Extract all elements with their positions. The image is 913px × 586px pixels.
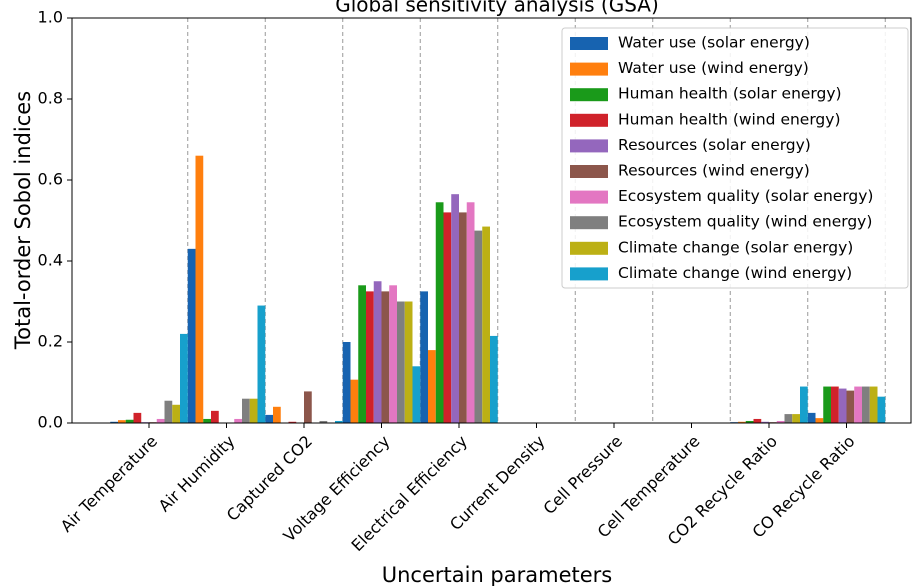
bar	[265, 414, 273, 423]
legend-label: Climate change (wind energy)	[618, 264, 852, 282]
y-tick-label: 0.4	[38, 251, 63, 270]
legend-label: Ecosystem quality (solar energy)	[618, 187, 873, 205]
bar	[342, 342, 351, 423]
bar	[459, 212, 467, 423]
bar	[249, 398, 258, 423]
legend-label: Human health (wind energy)	[618, 110, 841, 128]
legend-box	[561, 27, 909, 289]
bar	[838, 388, 847, 423]
x-tick-label: Air Temperature	[57, 432, 161, 536]
plot-frame	[71, 17, 912, 424]
bar	[815, 418, 824, 423]
bar	[474, 230, 483, 423]
bar	[738, 421, 746, 423]
legend-swatch	[570, 37, 608, 50]
legend-label: Ecosystem quality (wind energy)	[618, 213, 872, 231]
bar	[443, 212, 452, 423]
legend-label: Water use (wind energy)	[618, 59, 809, 77]
bar	[482, 226, 490, 423]
legend-swatch	[570, 190, 608, 204]
bar	[133, 412, 142, 423]
y-tick-label: 0.0	[38, 413, 63, 432]
legend-swatch	[570, 139, 608, 153]
bar	[288, 421, 297, 423]
bar	[373, 281, 382, 423]
bar	[203, 418, 211, 423]
bar	[381, 291, 390, 423]
bar	[319, 420, 328, 423]
bar	[172, 404, 180, 423]
legend-swatch	[570, 165, 608, 178]
legend-label: Resources (wind energy)	[618, 162, 810, 180]
legend-label: Water use (solar energy)	[618, 34, 810, 52]
bar	[451, 194, 459, 423]
y-tick-label: 0.6	[38, 170, 63, 189]
bar	[800, 386, 808, 423]
bar	[823, 386, 831, 423]
bar	[745, 420, 754, 423]
y-tick-label: 1.0	[38, 8, 63, 27]
bar	[404, 301, 413, 423]
bar	[792, 414, 800, 423]
legend-swatch	[570, 216, 608, 230]
bar	[335, 420, 343, 423]
legend-swatch	[570, 113, 608, 127]
bar	[776, 420, 785, 423]
bar	[761, 421, 769, 423]
legend-label: Resources (solar energy)	[618, 136, 811, 154]
legend-swatch	[570, 241, 608, 255]
bar	[257, 305, 266, 423]
legend-label: Climate change (solar energy)	[618, 238, 853, 256]
legend-swatch	[570, 88, 608, 102]
bar	[234, 418, 242, 423]
bar	[466, 202, 475, 423]
bar	[753, 418, 762, 423]
bar	[397, 301, 405, 423]
bar	[358, 285, 366, 423]
bar	[195, 155, 204, 423]
bar	[435, 202, 444, 423]
chart-title: Global sensitivity analysis (GSA)	[335, 0, 659, 17]
bar	[807, 412, 816, 423]
bar	[164, 400, 173, 423]
bar	[304, 391, 312, 423]
bar	[784, 414, 793, 423]
bar	[350, 379, 359, 423]
bar	[156, 418, 165, 423]
legend-label: Human health (solar energy)	[618, 85, 842, 103]
y-tick-label: 0.8	[38, 89, 63, 108]
bar	[428, 350, 436, 423]
legend-swatch	[570, 62, 608, 76]
bar	[118, 420, 126, 423]
bar	[877, 396, 886, 423]
x-tick-label: Air Humidity	[155, 432, 239, 516]
bar	[854, 386, 862, 423]
bar	[831, 386, 839, 423]
bar	[420, 291, 428, 423]
bar	[846, 390, 855, 423]
bar	[869, 386, 878, 423]
bar	[389, 285, 397, 423]
y-tick-label: 0.2	[38, 332, 63, 351]
bar	[125, 419, 134, 423]
y-axis-label: Total-order Sobol indices	[11, 91, 35, 350]
bar	[862, 386, 870, 423]
bar	[110, 421, 118, 423]
bar	[273, 406, 281, 423]
bar	[366, 291, 374, 423]
x-axis-label: Uncertain parameters	[382, 563, 613, 586]
bar	[211, 410, 219, 423]
legend-swatch	[570, 267, 608, 281]
bar	[180, 333, 188, 423]
bar	[412, 366, 421, 423]
bar	[490, 335, 498, 423]
bar	[242, 398, 250, 423]
bar	[187, 248, 196, 423]
x-tick-label: Cell Pressure	[540, 432, 626, 518]
